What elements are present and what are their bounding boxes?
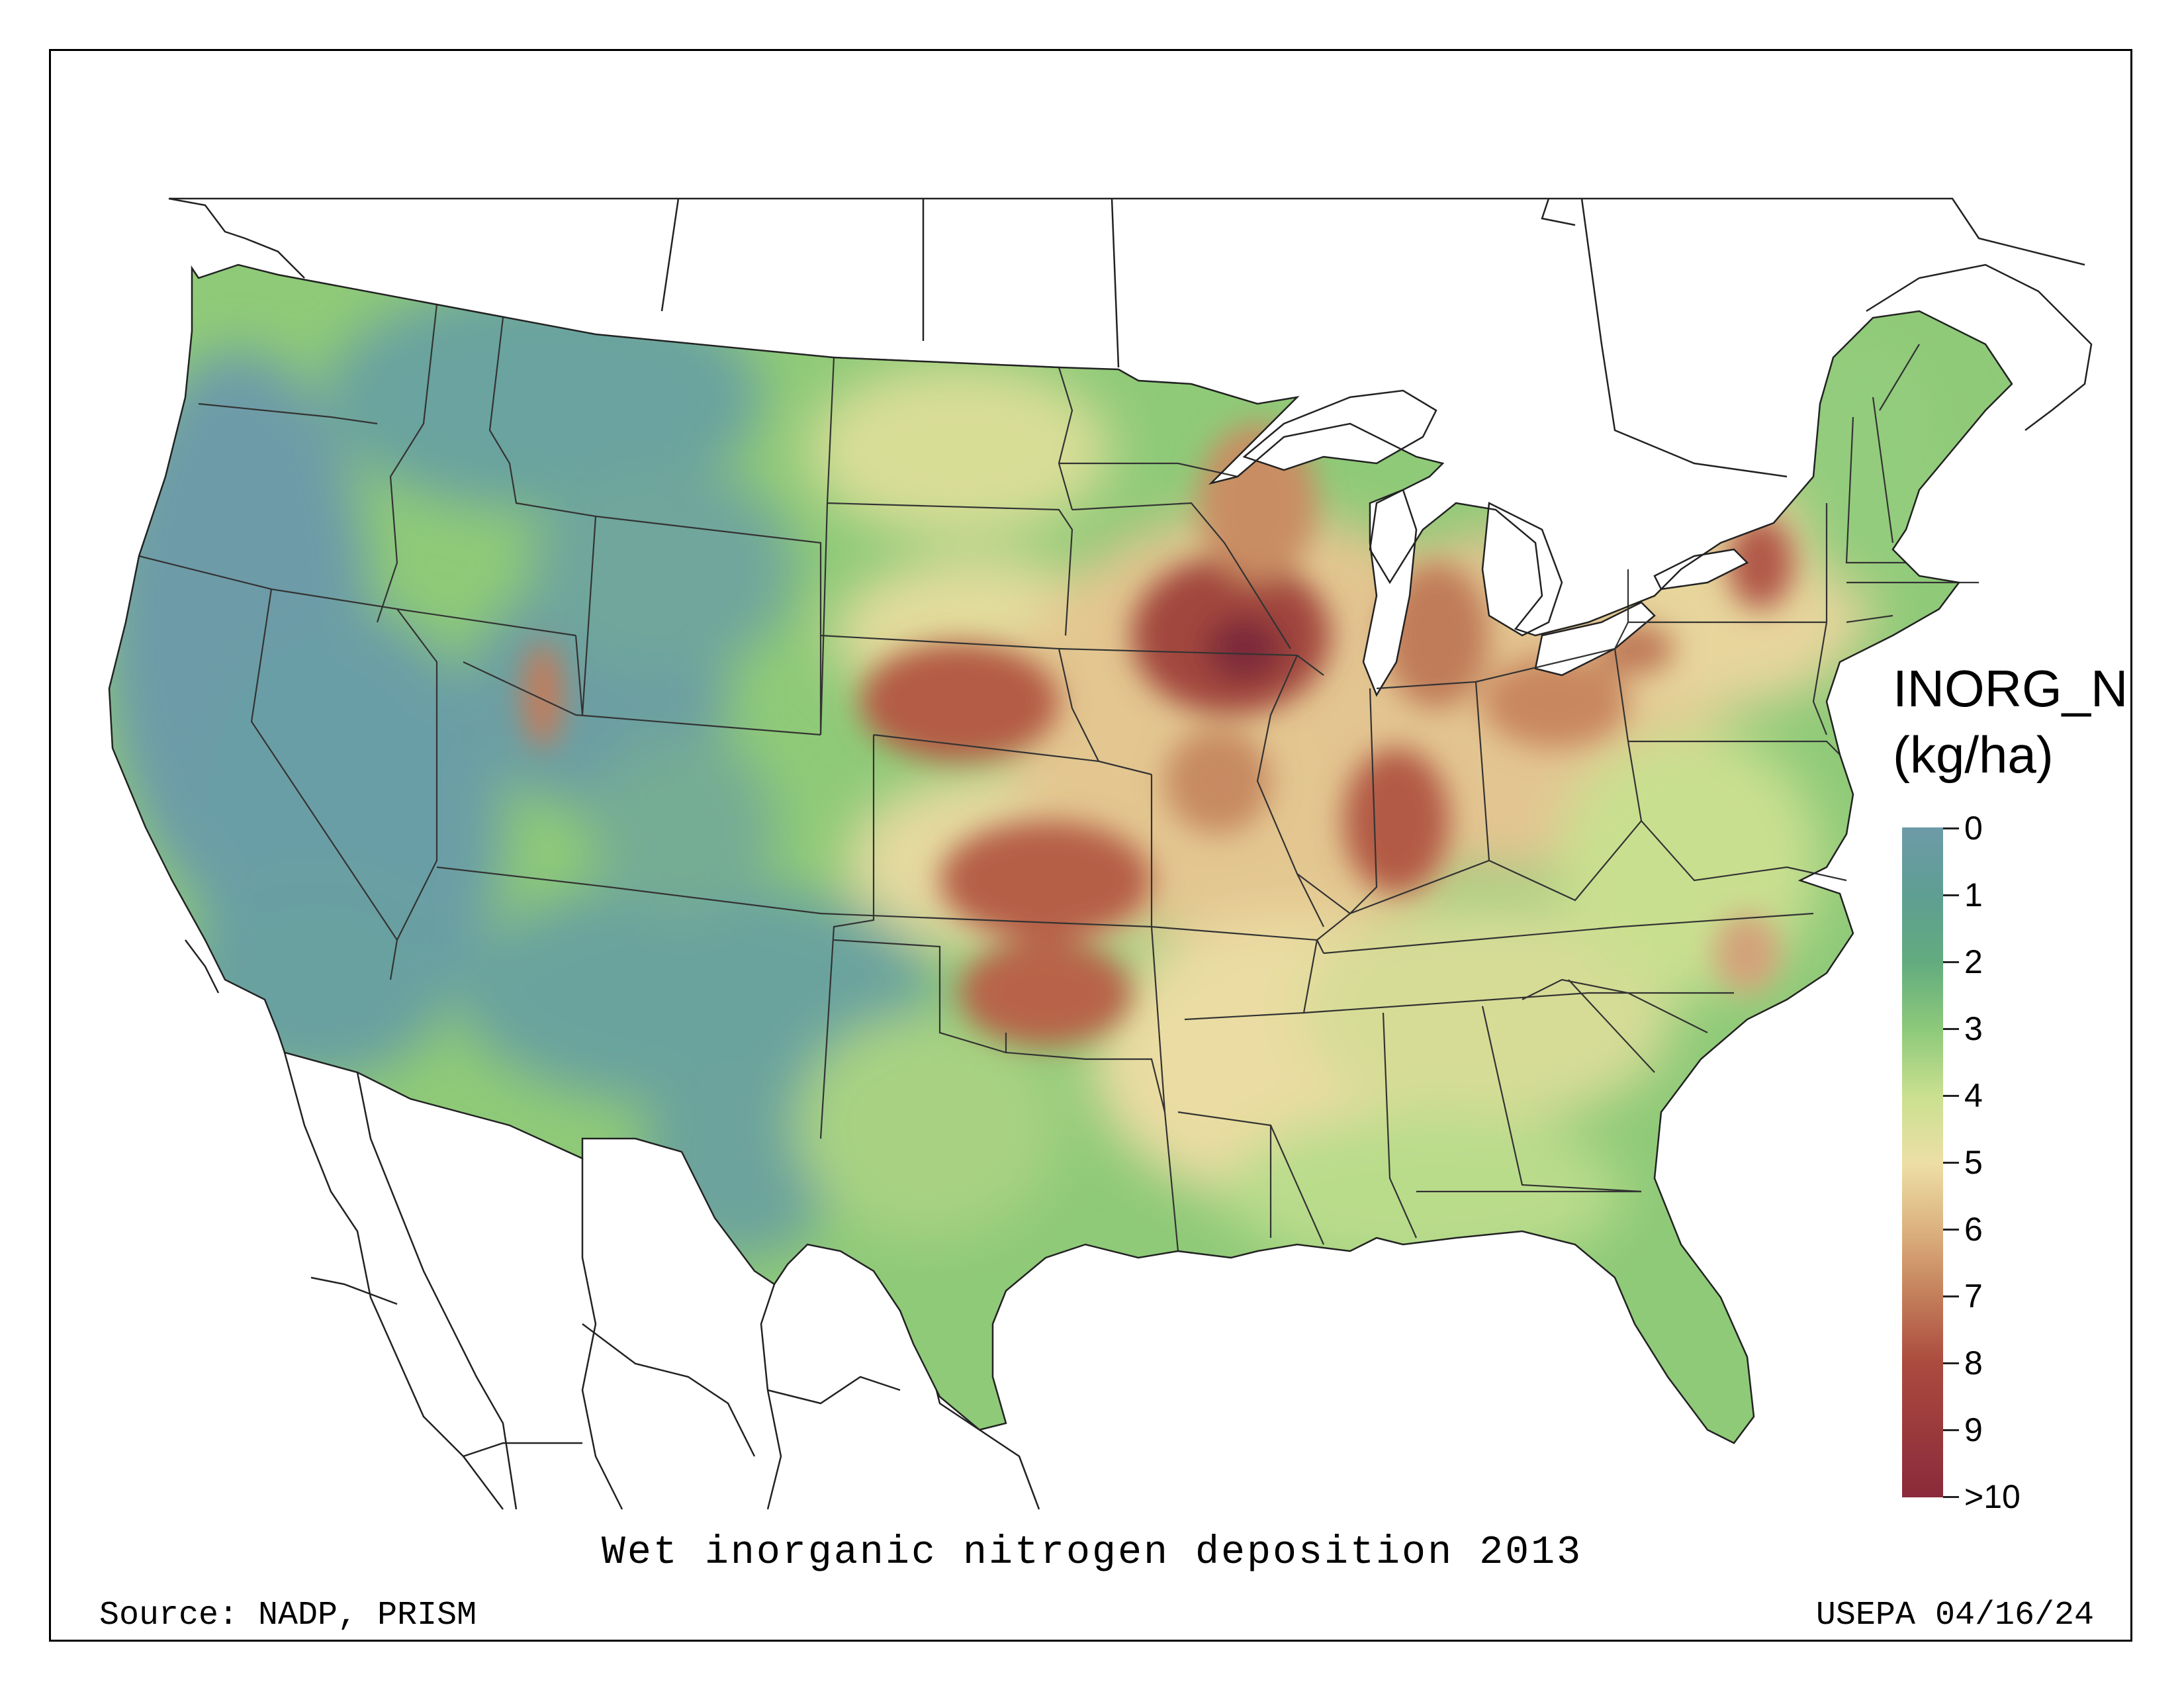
- legend-tick-label: >10: [1964, 1478, 2021, 1515]
- state-borders: [138, 304, 1979, 1259]
- source-credit: Source: NADP, PRISM: [99, 1597, 477, 1634]
- legend-tick-label: 1: [1964, 876, 1983, 914]
- legend-tick-label: 8: [1964, 1344, 1983, 1382]
- legend-tick-label: 2: [1964, 943, 1983, 980]
- legend-tick-label: 6: [1964, 1211, 1983, 1248]
- legend-tick: [1943, 961, 1959, 963]
- legend-tick: [1943, 1229, 1959, 1231]
- legend-tick: [1943, 1162, 1959, 1164]
- map-title: Wet inorganic nitrogen deposition 2013: [601, 1530, 1583, 1575]
- legend-tick-label: 3: [1964, 1010, 1983, 1047]
- legend-title: INORG_N (kg/ha): [1893, 655, 2128, 788]
- deposition-heat-layer: [109, 265, 2012, 1443]
- legend-tick: [1943, 827, 1959, 829]
- legend-tick: [1943, 1362, 1959, 1364]
- legend-tick-label: 0: [1964, 810, 1983, 847]
- legend-title-units: (kg/ha): [1893, 726, 2054, 784]
- great-lakes: [1242, 389, 1749, 697]
- legend-tick: [1943, 894, 1959, 896]
- legend-tick-label: 4: [1964, 1077, 1983, 1114]
- legend-tick: [1943, 1429, 1959, 1431]
- legend-title-variable: INORG_N: [1893, 659, 2128, 718]
- legend-tick-label: 5: [1964, 1144, 1983, 1181]
- map-frame: [49, 49, 2132, 1642]
- legend-tick: [1943, 1295, 1959, 1297]
- legend-tick: [1943, 1028, 1959, 1030]
- legend-tick: [1943, 1496, 1959, 1498]
- agency-date: USEPA 04/16/24: [1815, 1597, 2094, 1634]
- legend-tick-label: 7: [1964, 1278, 1983, 1315]
- legend-tick-label: 9: [1964, 1411, 1983, 1448]
- legend-tick: [1943, 1095, 1959, 1097]
- legend-color-bar: [1902, 827, 1943, 1497]
